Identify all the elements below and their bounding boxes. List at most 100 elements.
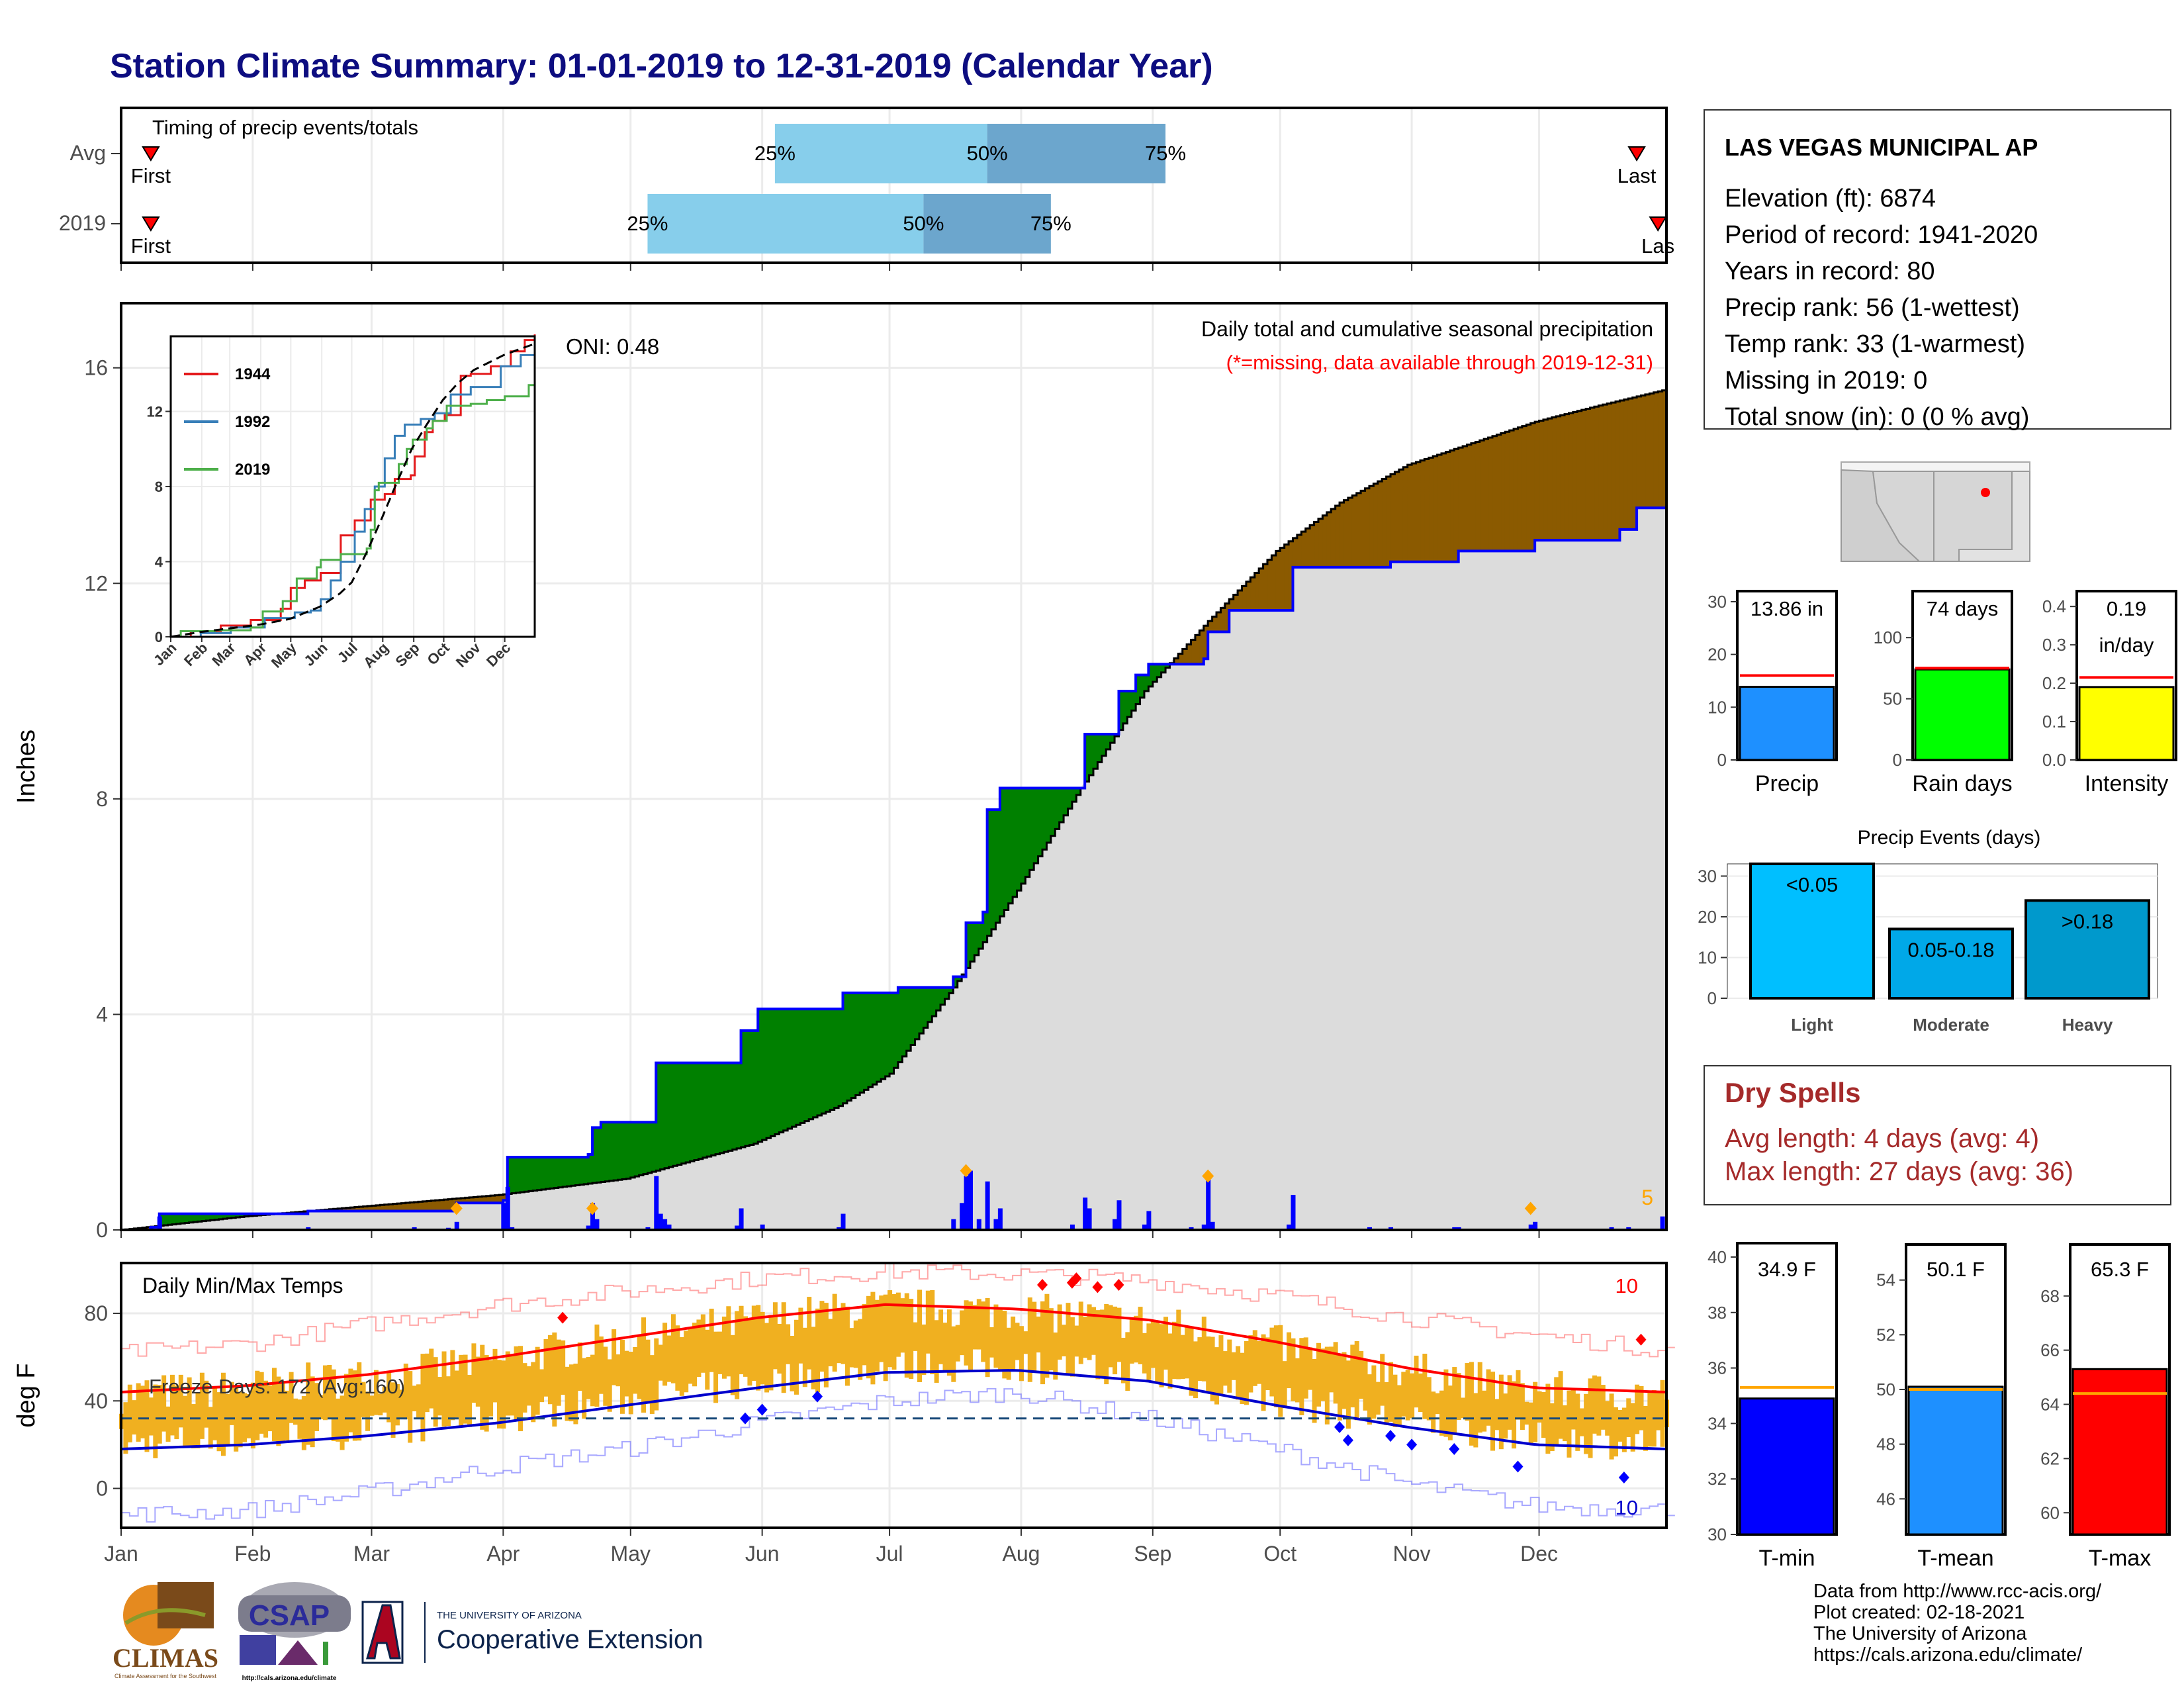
- daily-temp-bar: [429, 1348, 434, 1409]
- record-high-count: 10: [1615, 1274, 1638, 1297]
- events-category-label: Light: [1791, 1015, 1833, 1035]
- precip-frame: [120, 302, 1668, 1231]
- daily-temp-bar: [1308, 1347, 1313, 1390]
- daily-temp-bar: [547, 1335, 553, 1405]
- daily-temp-bar: [675, 1325, 680, 1391]
- temp-month-label: Oct: [1263, 1542, 1297, 1566]
- footer-line: Data from http://www.rcc-acis.org/: [1813, 1581, 2102, 1602]
- csap-logo-mountain: [278, 1640, 318, 1665]
- daily-precip-bar: [1367, 1227, 1372, 1230]
- daily-precip-bar: [1083, 1197, 1088, 1230]
- temp-month-label: Apr: [486, 1542, 520, 1566]
- daily-temp-bar: [1443, 1369, 1449, 1437]
- daily-temp-bar: [1503, 1393, 1508, 1439]
- events-tick-label: 30: [1698, 866, 1717, 886]
- daily-temp-bar: [730, 1335, 735, 1395]
- daily-temp-bar: [1473, 1393, 1479, 1448]
- daily-temp-bar: [1609, 1393, 1614, 1460]
- first-label: First: [131, 234, 171, 258]
- daily-temp-bar: [225, 1393, 230, 1446]
- daily-temp-bar: [1273, 1325, 1279, 1408]
- daily-temp-bar: [1558, 1371, 1563, 1439]
- temp-summary-t-max-bar: [2071, 1368, 2168, 1536]
- daily-precip-bar: [1210, 1221, 1215, 1230]
- daily-temp-bar: [510, 1354, 515, 1416]
- daily-temp-bar: [229, 1382, 234, 1425]
- events-bar: [2025, 899, 2150, 1000]
- precip-y-tick-label: 8: [96, 787, 108, 811]
- precip-chart-title: Daily total and cumulative seasonal prec…: [1201, 317, 1653, 341]
- daily-temp-bar: [1006, 1327, 1011, 1380]
- daily-precip-bar: [985, 1181, 990, 1230]
- page-title: Station Climate Summary: 01-01-2019 to 1…: [110, 47, 1213, 85]
- daily-temp-bar: [666, 1335, 672, 1382]
- summary-panel-name: Rain days: [1912, 771, 2012, 796]
- temp-month-label: Mar: [353, 1542, 390, 1566]
- first-marker: [142, 146, 160, 162]
- daily-temp-bar: [590, 1354, 596, 1407]
- daily-temp-bar: [670, 1314, 676, 1383]
- daily-temp-bar: [1456, 1373, 1461, 1421]
- daily-temp-bar: [807, 1297, 812, 1370]
- daily-precip-bar: [1388, 1227, 1394, 1230]
- daily-temp-bar: [1469, 1362, 1474, 1446]
- daily-precip-bar: [1189, 1227, 1194, 1230]
- record-low-marker: [1449, 1442, 1460, 1455]
- daily-temp-bar: [582, 1358, 587, 1419]
- daily-temp-bar: [972, 1305, 978, 1350]
- daily-temp-bar: [1069, 1317, 1075, 1377]
- daily-temp-bar: [942, 1323, 948, 1373]
- daily-temp-bar: [480, 1344, 485, 1430]
- temp-month-label: Dec: [1520, 1542, 1558, 1566]
- station-info-line: Years in record: 80: [1725, 258, 1935, 285]
- daily-temp-bar: [1057, 1304, 1062, 1360]
- timing-q50-label: 50%: [903, 212, 944, 235]
- daily-temp-bar: [577, 1342, 582, 1391]
- precip-y-tick-label: 16: [84, 356, 108, 380]
- daily-temp-bar: [1104, 1303, 1109, 1385]
- temp-summary-t-mean-bar: [1907, 1385, 2004, 1536]
- daily-temp-bar: [1002, 1311, 1007, 1379]
- daily-temp-bar: [1320, 1348, 1326, 1401]
- daily-temp-bar: [645, 1339, 651, 1404]
- climas-logo-text: CLIMAS: [113, 1643, 218, 1673]
- daily-temp-bar: [679, 1336, 684, 1396]
- station-location-dot: [1981, 488, 1990, 497]
- daily-temp-bar: [361, 1382, 366, 1417]
- extreme-precip-marker: [450, 1201, 463, 1215]
- inset-legend-label: 1944: [235, 365, 271, 383]
- daily-temp-bar: [832, 1293, 837, 1372]
- daily-temp-bar: [1545, 1383, 1551, 1454]
- daily-temp-bar: [1167, 1333, 1173, 1389]
- daily-temp-bar: [930, 1289, 935, 1374]
- daily-temp-bar: [569, 1364, 574, 1422]
- daily-temp-bar: [692, 1323, 698, 1387]
- daily-temp-bar: [1418, 1373, 1423, 1413]
- daily-temp-bar: [357, 1362, 362, 1441]
- daily-temp-bar: [1524, 1401, 1529, 1425]
- daily-precip-bar: [505, 1186, 510, 1230]
- record-high-marker: [1635, 1333, 1647, 1346]
- temp-summary-t-max-tick-label: 68: [2040, 1286, 2060, 1306]
- daily-temp-bar: [1150, 1321, 1156, 1368]
- observed-cumulative-line: [121, 483, 1668, 1231]
- timing-q75-label: 75%: [1145, 142, 1186, 165]
- daily-temp-bar: [1384, 1382, 1389, 1425]
- daily-temp-bar: [403, 1363, 408, 1420]
- daily-temp-bar: [450, 1350, 455, 1421]
- daily-precip-bar: [148, 1227, 154, 1230]
- daily-temp-bar: [717, 1331, 723, 1374]
- daily-temp-bar: [1185, 1325, 1190, 1379]
- daily-temp-bar: [1363, 1358, 1368, 1411]
- oni-label: ONI: 0.48: [566, 334, 659, 359]
- daily-temp-bar: [285, 1390, 290, 1440]
- record-high-marker: [1092, 1281, 1103, 1293]
- daily-temp-bar: [573, 1363, 578, 1425]
- daily-temp-bar: [1138, 1307, 1143, 1364]
- daily-temp-bar: [1248, 1335, 1253, 1393]
- temp-month-label: Aug: [1002, 1542, 1040, 1566]
- summary-rain-days-tick-label: 0: [1893, 750, 1902, 770]
- events-category-label: Heavy: [2062, 1015, 2113, 1035]
- daily-temp-bar: [1078, 1301, 1083, 1364]
